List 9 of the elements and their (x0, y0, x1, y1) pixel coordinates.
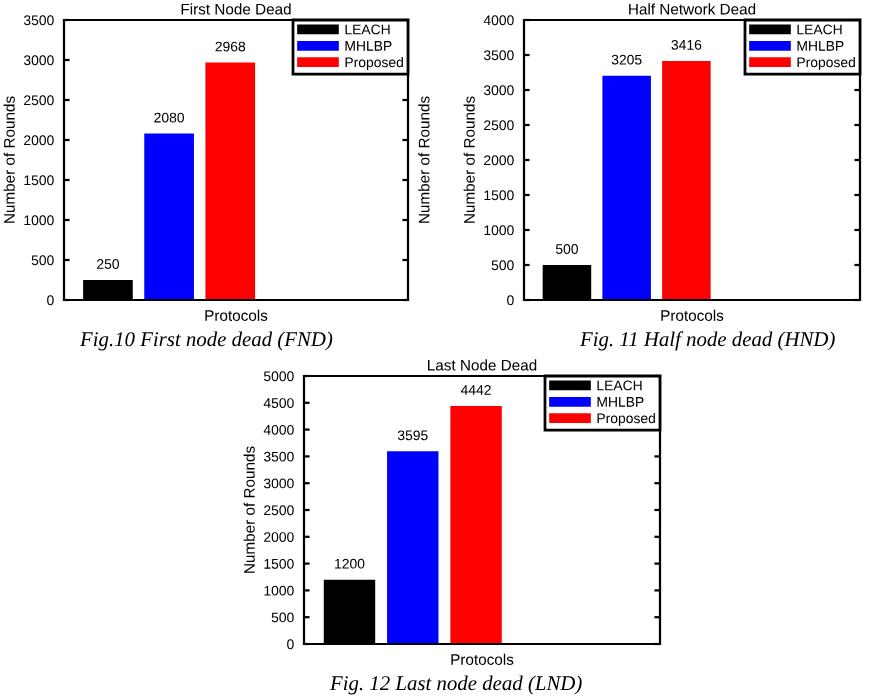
caption: Fig. 12 Last node dead (LND) (329, 675, 582, 695)
bar (387, 451, 439, 644)
caption: Fig. 11 Half node dead (HND) (579, 331, 835, 351)
bar (205, 62, 256, 300)
bar (450, 405, 502, 644)
bar (144, 133, 194, 300)
caption: Fig.10 First node dead (FND) (79, 331, 333, 351)
bar (662, 60, 711, 300)
bar (602, 75, 651, 300)
